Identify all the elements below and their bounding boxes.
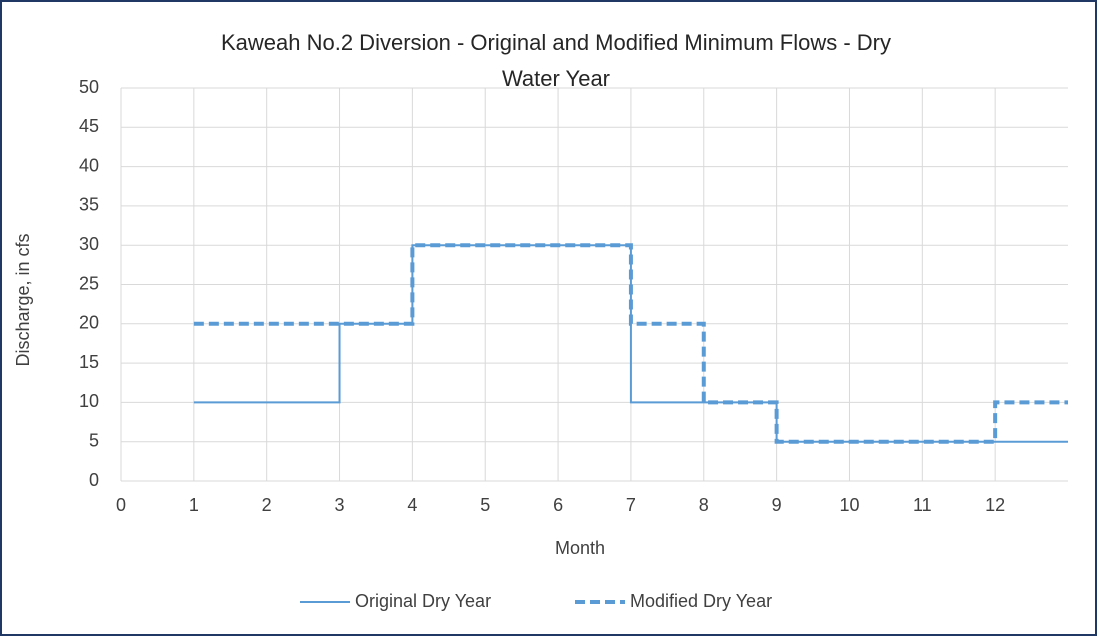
chart-title: Kaweah No.2 Diversion - Original and Mod… [221,30,891,91]
y-tick-label: 5 [89,430,99,450]
x-tick-label: 10 [839,495,859,515]
y-axis-label: Discharge, in cfs [13,233,33,366]
y-tick-label: 45 [79,116,99,136]
y-tick-label: 0 [89,470,99,490]
y-tick-label: 40 [79,155,99,175]
legend-label: Original Dry Year [355,591,491,611]
x-tick-label: 2 [262,495,272,515]
y-tick-label: 25 [79,273,99,293]
x-tick-label: 9 [772,495,782,515]
x-tick-label: 0 [116,495,126,515]
y-tick-label: 20 [79,313,99,333]
x-tick-label: 12 [985,495,1005,515]
x-tick-label: 6 [553,495,563,515]
x-tick-label: 7 [626,495,636,515]
x-tick-label: 3 [335,495,345,515]
x-tick-label: 8 [699,495,709,515]
x-tick-label: 1 [189,495,199,515]
legend-label: Modified Dry Year [630,591,772,611]
y-tick-label: 10 [79,391,99,411]
x-tick-label: 4 [407,495,417,515]
y-tick-label: 15 [79,352,99,372]
x-tick-label: 5 [480,495,490,515]
x-axis-label: Month [555,538,605,558]
y-tick-label: 30 [79,234,99,254]
series-line [193,243,1068,444]
y-tick-label: 50 [79,77,99,97]
y-tick-label: 35 [79,195,99,215]
x-tick-label: 11 [913,495,932,515]
